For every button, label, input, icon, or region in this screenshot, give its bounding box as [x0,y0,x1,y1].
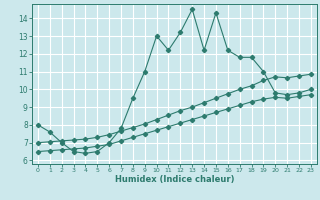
X-axis label: Humidex (Indice chaleur): Humidex (Indice chaleur) [115,175,234,184]
